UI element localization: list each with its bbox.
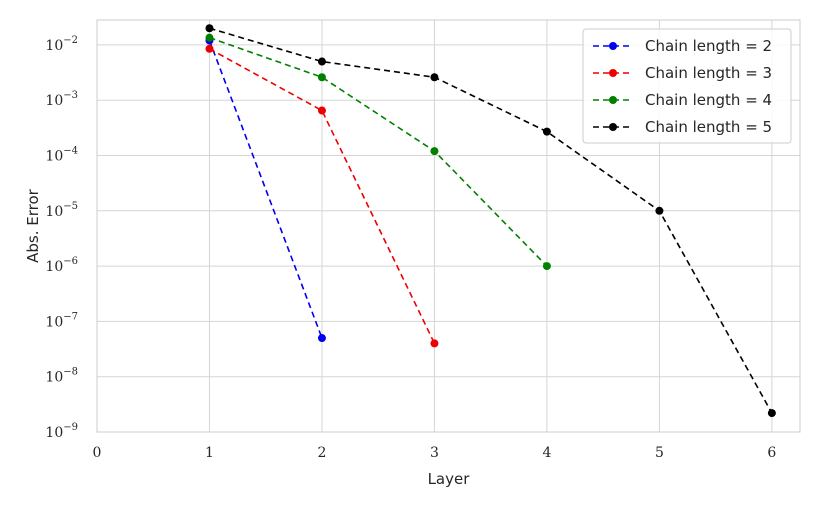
legend-label: Chain length = 5: [645, 118, 772, 136]
data-point: [317, 57, 326, 66]
series-4: [205, 24, 776, 418]
data-point: [317, 106, 326, 115]
data-point: [205, 44, 214, 53]
y-tick-label: 10−2: [45, 35, 78, 54]
y-tick-label: 10−8: [45, 367, 78, 386]
x-tick-label: 2: [317, 445, 326, 461]
data-point: [317, 334, 326, 343]
y-tick-labels: 10−9 10−8 10−7 10−6 10−5 10−4 10−3 10−2: [45, 35, 78, 441]
series-lines: [205, 24, 776, 418]
series-line: [209, 27, 773, 414]
series-1: [205, 36, 326, 343]
legend-label: Chain length = 3: [645, 64, 772, 82]
plot-frame: [96, 19, 801, 433]
x-tick-label: 1: [205, 445, 214, 461]
series-line: [209, 36, 548, 267]
x-tick-label: 4: [542, 445, 551, 461]
y-tick-label: 10−7: [45, 311, 78, 330]
legend-label: Chain length = 4: [645, 91, 772, 109]
data-point: [767, 409, 776, 418]
legend-box: [582, 28, 792, 144]
data-point: [430, 73, 439, 82]
legend-marker: [609, 42, 617, 50]
x-tick-label: 6: [767, 445, 776, 461]
data-point: [542, 127, 551, 136]
x-axis-label: Layer: [428, 470, 471, 488]
x-tick-label: 5: [655, 445, 664, 461]
y-axis-label: Abs. Error: [24, 188, 42, 263]
legend: Chain length = 2 Chain length = 3 Chain le…: [582, 28, 792, 144]
data-point: [430, 339, 439, 348]
data-point: [542, 262, 551, 271]
data-point: [205, 24, 214, 33]
legend-label: Chain length = 2: [645, 37, 772, 55]
x-tick-labels: 0 1 2 3 4 5 6: [93, 445, 777, 461]
legend-item: Chain length = 5: [593, 118, 772, 136]
x-tick-label: 0: [93, 445, 102, 461]
series-line: [209, 48, 436, 344]
legend-item: Chain length = 4: [593, 91, 772, 109]
series-3: [205, 33, 551, 271]
legend-item: Chain length = 3: [593, 64, 772, 82]
legend-item: Chain length = 2: [593, 37, 772, 55]
legend-marker: [609, 96, 617, 104]
y-tick-label: 10−4: [45, 145, 78, 164]
y-tick-label: 10−3: [45, 90, 78, 109]
series-2: [205, 44, 439, 348]
data-point: [430, 147, 439, 156]
y-tick-label: 10−5: [45, 201, 78, 220]
legend-marker: [609, 69, 617, 77]
data-point: [655, 206, 664, 215]
x-tick-label: 3: [430, 445, 439, 461]
y-tick-label: 10−9: [45, 422, 78, 441]
y-tick-label: 10−6: [45, 256, 78, 275]
data-point: [205, 33, 214, 42]
data-point: [317, 73, 326, 82]
series-line: [208, 40, 323, 339]
legend-marker: [609, 123, 617, 131]
